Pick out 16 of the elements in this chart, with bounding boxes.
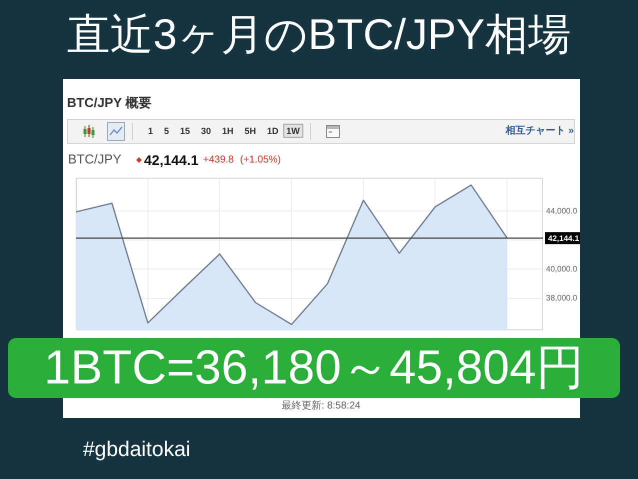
y-tick-label: 44,000.0 (546, 206, 578, 216)
text: 42,144.1 (144, 152, 198, 168)
y-tick-label: 40,000.0 (546, 264, 578, 274)
text: #gbdaitokai (83, 438, 190, 462)
y-tick-label: 38,000.0 (546, 293, 578, 302)
text: 最終更新: 8:58:24 (282, 400, 360, 412)
text: 1BTC=36,180～45,804円 (44, 340, 584, 396)
text: +439.8 (203, 154, 234, 166)
ref-line-label: 42,144.1 (548, 234, 580, 243)
text: 1 5 15 30 1H 5H 1D (148, 126, 279, 136)
text: BTC/JPY (68, 152, 122, 168)
text: 1W (283, 124, 303, 138)
text: (+1.05%) (240, 154, 281, 166)
chart-title: 直近3ヶ月のBTC/JPY相場 (66, 10, 572, 61)
chart-subtitle: BTC/JPY 概要 (67, 94, 152, 112)
text: 相互チャート » (506, 125, 574, 137)
